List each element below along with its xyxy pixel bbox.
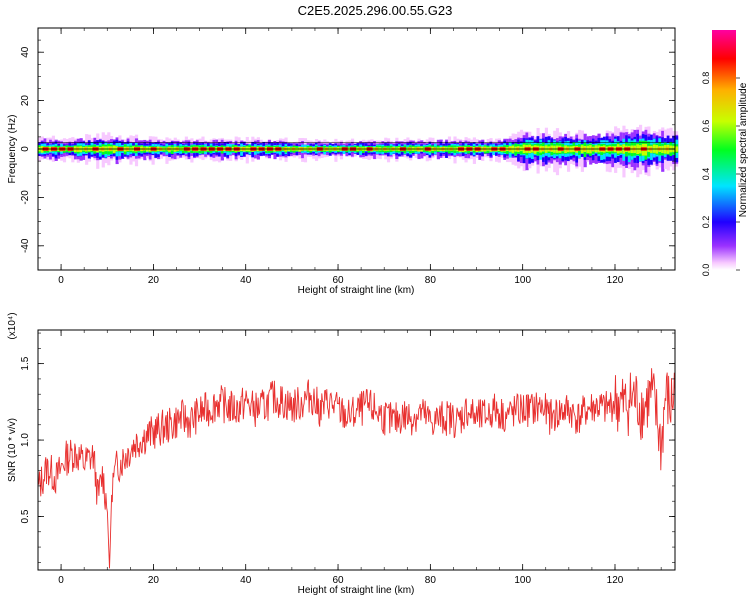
spectrogram-cell	[675, 146, 679, 152]
colorbar-tick-label: 0.0	[701, 264, 711, 277]
snr-x-tick-label: 120	[607, 575, 624, 586]
colorbar-ticks: 0.0 0.2 0.4 0.6 0.8	[701, 72, 740, 277]
snr-y-tick-label: 1.5	[20, 356, 31, 370]
spectrogram-x-ticks: 0 20 40 60 80 100 120	[37, 28, 662, 286]
spec-x-tick-label: 20	[148, 275, 160, 286]
colorbar: 0.0 0.2 0.4 0.6 0.8 Normalized spectral ampl…	[701, 30, 749, 276]
colorbar-tick-label: 0.4	[701, 168, 711, 181]
colorbar-tick-label: 0.6	[701, 120, 711, 133]
figure-title: C2E5.2025.296.00.55.G23	[298, 3, 453, 18]
snr-x-tick-label: 80	[425, 575, 437, 586]
snr-plot-area	[38, 330, 675, 570]
spec-x-tick-label: 100	[514, 275, 531, 286]
spec-y-tick-label: 20	[20, 95, 31, 107]
snr-y-label: SNR (10 * v/v)	[7, 418, 18, 482]
snr-panel: 0 20 40 60 80 100 120 1.5 1.0 0.5 Height of stra…	[7, 312, 676, 596]
snr-y-tick-label: 1.0	[20, 433, 31, 447]
spectrogram-y-label: Frequency (Hz)	[7, 115, 18, 184]
spectrogram-panel: 0 20 40 60 80 100 120 40 20 0 -20 -40 Height of st…	[7, 27, 679, 296]
spec-x-tick-label: 120	[607, 275, 624, 286]
snr-series-line	[38, 368, 675, 569]
spec-y-tick-label: -20	[20, 190, 31, 205]
snr-y-ticks: 1.5 1.0 0.5	[20, 332, 675, 563]
spectrogram-y-ticks: 40 20 0 -20 -40	[20, 27, 675, 271]
spec-y-tick-label: 0	[20, 146, 31, 152]
spec-x-tick-label: 60	[332, 275, 344, 286]
snr-x-label: Height of straight line (km)	[298, 585, 415, 596]
colorbar-label: Normalized spectral amplitude	[738, 82, 749, 217]
snr-y-tick-label: 0.5	[20, 509, 31, 523]
snr-x-tick-label: 0	[58, 575, 64, 586]
spectrogram-x-label: Height of straight line (km)	[298, 285, 415, 296]
colorbar-tick-label: 0.2	[701, 216, 711, 229]
colorbar-tick-label: 0.8	[701, 72, 711, 85]
snr-x-tick-label: 60	[332, 575, 344, 586]
snr-x-tick-label: 100	[514, 575, 531, 586]
spectrogram-cell	[40, 146, 44, 153]
spec-x-tick-label: 0	[58, 275, 64, 286]
spec-y-tick-label: -40	[20, 238, 31, 253]
snr-frame	[37, 329, 676, 571]
spec-x-tick-label: 40	[240, 275, 252, 286]
colorbar-gradient	[712, 30, 736, 270]
spec-x-tick-label: 80	[425, 275, 437, 286]
snr-multiplier: (x10⁴)	[7, 312, 18, 339]
snr-x-tick-label: 20	[148, 575, 160, 586]
snr-x-ticks: 0 20 40 60 80 100 120	[37, 330, 662, 586]
spec-y-tick-label: 40	[20, 46, 31, 58]
snr-x-tick-label: 40	[240, 575, 252, 586]
